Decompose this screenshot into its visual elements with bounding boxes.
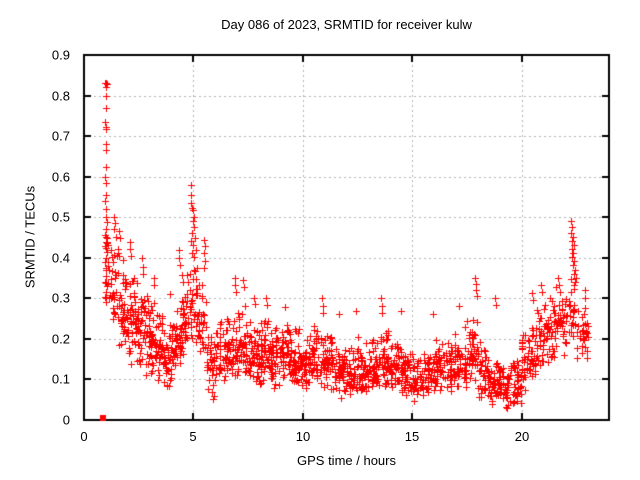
y-tick-label: 0.1 xyxy=(51,371,70,387)
x-tick-label: 10 xyxy=(295,429,311,444)
y-axis-label: SRMTID / TECUs xyxy=(22,185,38,289)
x-axis-label: GPS time / hours xyxy=(297,453,396,468)
y-tick-label: 0.5 xyxy=(51,209,70,225)
y-tick-label: 0.4 xyxy=(51,250,70,266)
x-tick-label: 15 xyxy=(404,429,420,444)
y-tick-label: 0 xyxy=(62,412,70,428)
y-tick-label: 0.9 xyxy=(51,47,70,63)
chart-title: Day 086 of 2023, SRMTID for receiver kul… xyxy=(221,17,472,32)
x-tick-label: 5 xyxy=(189,429,197,444)
y-tick-label: 0.2 xyxy=(51,331,70,347)
x-tick-label: 0 xyxy=(80,429,88,444)
y-tick-label: 0.3 xyxy=(51,290,70,306)
y-tick-label: 0.6 xyxy=(51,169,70,185)
y-tick-label: 0.8 xyxy=(51,88,70,104)
x-tick-label: 20 xyxy=(514,429,530,444)
y-tick-label: 0.7 xyxy=(51,128,70,144)
